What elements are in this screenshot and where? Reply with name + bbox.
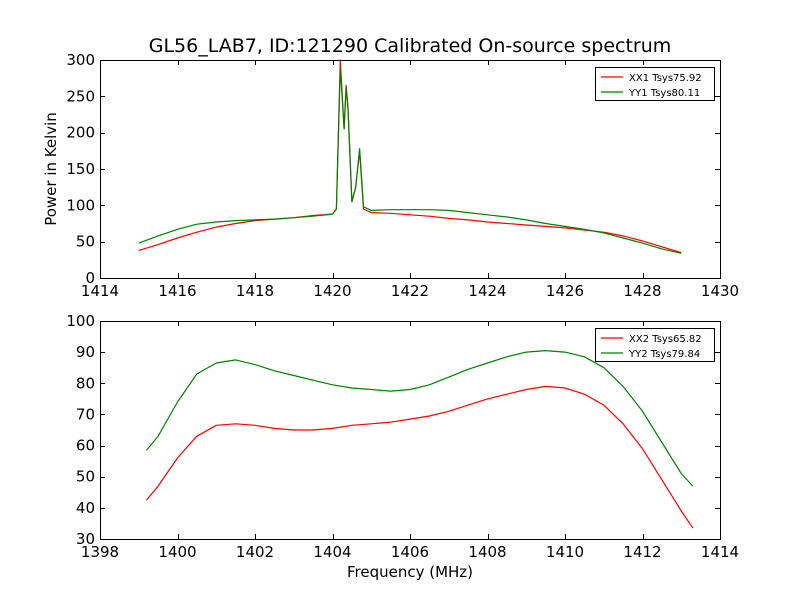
y-tick-label: 250	[66, 87, 95, 105]
legend-label: XX1 Tsys75.92	[629, 73, 702, 84]
y-tick-label: 50	[76, 468, 95, 486]
y-tick-label: 100	[66, 312, 95, 330]
y-tick-label: 90	[76, 343, 95, 361]
top-panel-ticks: 1414 1416 1418 1420 1422 1424 1426 1428 1430 0 50 1…	[66, 51, 739, 300]
x-tick-label: 1414	[81, 282, 119, 300]
x-tick-label: 1402	[236, 543, 274, 561]
chart-title: GL56_LAB7, ID:121290 Calibrated On-sourc…	[149, 35, 672, 57]
y-tick-label: 100	[66, 196, 95, 214]
y-tick-label: 200	[66, 124, 95, 142]
y-tick-label: 60	[76, 437, 95, 455]
x-tick-label: 1406	[391, 543, 429, 561]
legend-label: YY2 Tsys79.84	[628, 349, 700, 360]
legend-box	[595, 67, 715, 101]
y-tick-label: 150	[66, 160, 95, 178]
bottom-panel-lines	[146, 350, 694, 529]
x-tick-label: 1418	[236, 282, 274, 300]
top-legend: XX1 Tsys75.92 YY1 Tsys80.11	[595, 67, 715, 101]
x-tick-label: 1400	[158, 543, 196, 561]
x-tick-label: 1412	[623, 543, 661, 561]
series-line-xx	[146, 385, 694, 529]
y-tick-label: 30	[76, 530, 95, 548]
x-tick-label: 1398	[81, 543, 119, 561]
top-y-axis-label: Power in Kelvin	[42, 112, 60, 226]
x-tick-label: 1404	[313, 543, 351, 561]
y-tick-label: 40	[76, 499, 95, 517]
y-tick-label: 80	[76, 374, 95, 392]
bottom-legend: XX2 Tsys65.82 YY2 Tsys79.84	[595, 328, 715, 362]
x-tick-label: 1416	[158, 282, 196, 300]
y-tick-label: 300	[66, 51, 95, 69]
top-panel-lines	[138, 59, 682, 254]
y-tick-label: 50	[76, 233, 95, 251]
bottom-panel-ticks: 1398 1400 1402 1404 1406 1408 1410 1412 1414 30 40…	[66, 312, 739, 561]
legend-label: YY1 Tsys80.11	[628, 88, 700, 99]
legend-label: XX2 Tsys65.82	[629, 334, 702, 345]
y-tick-label: 0	[85, 269, 95, 287]
x-tick-label: 1426	[546, 282, 584, 300]
top-spectrum-panel: Power in Kelvin 1414 1416 1418 1420 1422 1424…	[42, 51, 739, 300]
bottom-plot-frame	[100, 321, 721, 540]
x-tick-label: 1420	[313, 282, 351, 300]
x-tick-label: 1424	[468, 282, 506, 300]
bottom-spectrum-panel: 1398 1400 1402 1404 1406 1408 1410 1412 1414 30 40…	[66, 312, 739, 581]
series-line-yy	[138, 66, 682, 254]
x-tick-label: 1410	[546, 543, 584, 561]
y-tick-label: 70	[76, 405, 95, 423]
series-line-yy	[146, 350, 694, 487]
top-plot-frame	[100, 60, 721, 279]
x-tick-label: 1408	[468, 543, 506, 561]
x-tick-label: 1422	[391, 282, 429, 300]
x-tick-label: 1430	[701, 282, 739, 300]
bottom-x-axis-label: Frequency (MHz)	[347, 563, 473, 581]
x-tick-label: 1414	[701, 543, 739, 561]
legend-box	[595, 328, 715, 362]
x-tick-label: 1428	[623, 282, 661, 300]
